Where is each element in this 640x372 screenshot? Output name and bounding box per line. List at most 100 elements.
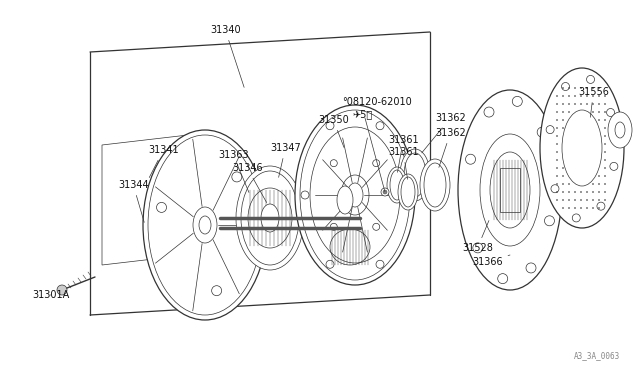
Circle shape (556, 95, 558, 97)
Circle shape (326, 122, 334, 130)
Circle shape (556, 191, 558, 193)
Circle shape (592, 111, 594, 113)
Circle shape (372, 223, 380, 230)
Ellipse shape (295, 105, 415, 285)
Circle shape (598, 175, 600, 177)
Circle shape (604, 127, 606, 129)
Circle shape (556, 143, 558, 145)
Circle shape (232, 172, 242, 182)
Circle shape (568, 111, 570, 113)
Circle shape (586, 199, 588, 201)
Circle shape (586, 95, 588, 97)
Circle shape (598, 191, 600, 193)
Circle shape (592, 191, 594, 193)
Circle shape (574, 199, 576, 201)
Circle shape (568, 87, 570, 89)
Circle shape (586, 76, 595, 83)
Circle shape (568, 183, 570, 185)
Circle shape (580, 207, 582, 209)
Circle shape (604, 191, 606, 193)
Circle shape (556, 175, 558, 177)
Circle shape (212, 286, 221, 296)
Circle shape (562, 207, 564, 209)
Circle shape (562, 127, 564, 129)
Circle shape (574, 191, 576, 193)
Circle shape (580, 87, 582, 89)
Text: 31363: 31363 (218, 150, 249, 192)
Ellipse shape (398, 174, 418, 210)
Circle shape (383, 190, 387, 194)
Circle shape (562, 183, 564, 185)
Circle shape (604, 135, 606, 137)
Ellipse shape (341, 175, 369, 215)
Text: 31556: 31556 (578, 87, 609, 117)
Circle shape (330, 160, 337, 167)
Circle shape (556, 135, 558, 137)
Circle shape (562, 87, 564, 89)
Circle shape (598, 119, 600, 121)
Circle shape (561, 83, 570, 90)
Ellipse shape (480, 134, 540, 246)
Circle shape (551, 185, 559, 193)
Text: 31340: 31340 (210, 25, 244, 87)
Circle shape (381, 188, 389, 196)
Text: 31528: 31528 (462, 221, 493, 253)
Circle shape (473, 243, 483, 253)
Circle shape (484, 107, 494, 117)
Circle shape (604, 119, 606, 121)
Circle shape (610, 162, 618, 170)
Circle shape (556, 127, 558, 129)
Circle shape (604, 103, 606, 105)
Circle shape (604, 159, 606, 161)
Circle shape (556, 199, 558, 201)
Circle shape (580, 199, 582, 201)
Circle shape (568, 95, 570, 97)
Circle shape (526, 263, 536, 273)
Circle shape (592, 103, 594, 105)
Circle shape (574, 103, 576, 105)
Circle shape (57, 285, 67, 295)
Circle shape (301, 191, 309, 199)
Ellipse shape (387, 167, 407, 203)
Text: 31341: 31341 (148, 145, 179, 177)
Text: 31362: 31362 (435, 128, 466, 167)
Circle shape (157, 202, 166, 212)
Circle shape (545, 216, 554, 226)
Circle shape (598, 111, 600, 113)
Circle shape (562, 95, 564, 97)
Circle shape (572, 214, 580, 222)
Circle shape (598, 87, 600, 89)
Circle shape (607, 109, 614, 116)
Ellipse shape (261, 204, 279, 232)
Circle shape (465, 154, 476, 164)
Circle shape (546, 126, 554, 134)
Circle shape (604, 175, 606, 177)
Circle shape (604, 199, 606, 201)
Circle shape (568, 207, 570, 209)
Text: 31347: 31347 (270, 143, 301, 177)
Circle shape (562, 103, 564, 105)
Ellipse shape (400, 149, 430, 201)
Circle shape (574, 87, 576, 89)
Text: 31301A: 31301A (32, 290, 69, 300)
Circle shape (574, 207, 576, 209)
Circle shape (326, 260, 334, 268)
Circle shape (597, 202, 605, 210)
Ellipse shape (236, 166, 304, 270)
Circle shape (537, 127, 547, 137)
Ellipse shape (608, 112, 632, 148)
Circle shape (556, 167, 558, 169)
Circle shape (556, 103, 558, 105)
Circle shape (592, 95, 594, 97)
Circle shape (556, 183, 558, 185)
Circle shape (592, 207, 594, 209)
Ellipse shape (540, 68, 624, 228)
Ellipse shape (347, 183, 363, 207)
Circle shape (401, 191, 409, 199)
Text: ✈5⤉: ✈5⤉ (352, 109, 372, 119)
Ellipse shape (562, 110, 602, 186)
Text: 31344: 31344 (118, 180, 148, 222)
Bar (500, 168, 520, 212)
Text: 31361: 31361 (388, 135, 419, 172)
Circle shape (580, 95, 582, 97)
